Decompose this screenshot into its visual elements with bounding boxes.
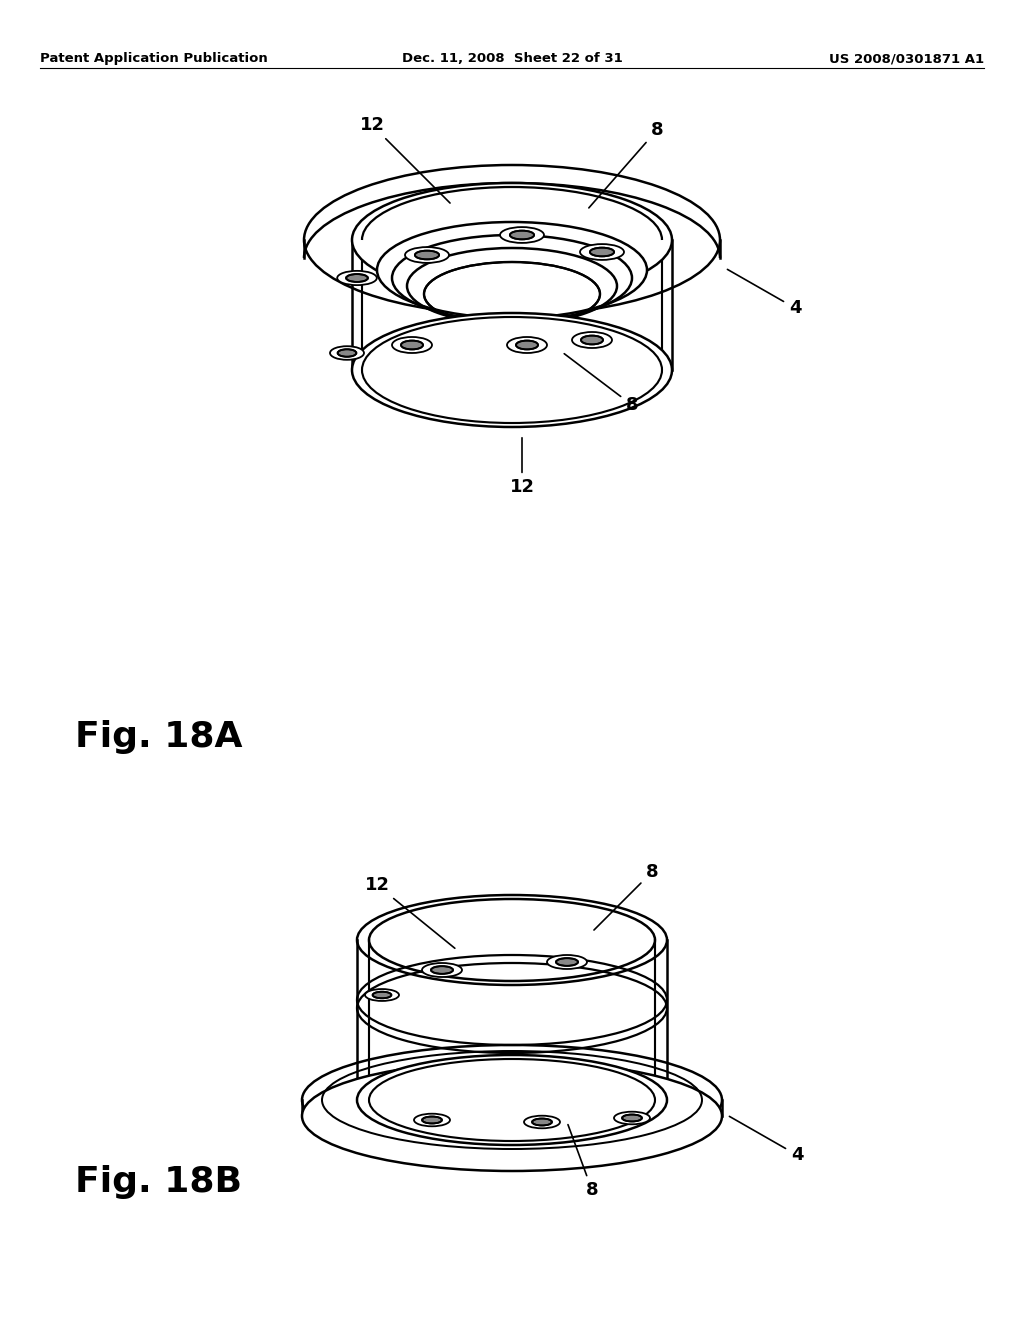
Ellipse shape [373, 991, 391, 998]
Ellipse shape [401, 341, 423, 350]
Ellipse shape [415, 251, 439, 259]
Ellipse shape [581, 335, 603, 345]
Ellipse shape [547, 954, 587, 969]
Text: 12: 12 [510, 438, 535, 496]
Ellipse shape [623, 1114, 642, 1122]
Text: 8: 8 [568, 1125, 598, 1199]
Text: Dec. 11, 2008  Sheet 22 of 31: Dec. 11, 2008 Sheet 22 of 31 [401, 51, 623, 65]
Ellipse shape [406, 247, 449, 263]
Text: 12: 12 [359, 116, 450, 203]
Text: US 2008/0301871 A1: US 2008/0301871 A1 [828, 51, 984, 65]
Ellipse shape [516, 341, 538, 350]
Ellipse shape [580, 244, 624, 260]
Text: Patent Application Publication: Patent Application Publication [40, 51, 267, 65]
Ellipse shape [500, 227, 544, 243]
Text: 8: 8 [594, 863, 658, 931]
Ellipse shape [414, 1114, 450, 1126]
Ellipse shape [422, 964, 462, 977]
Ellipse shape [510, 231, 535, 239]
Ellipse shape [614, 1111, 650, 1125]
Ellipse shape [422, 1117, 442, 1123]
Text: Fig. 18B: Fig. 18B [75, 1166, 242, 1199]
Ellipse shape [357, 1055, 667, 1144]
Text: 8: 8 [564, 354, 638, 414]
Ellipse shape [590, 248, 614, 256]
Ellipse shape [330, 346, 364, 360]
Text: 12: 12 [365, 876, 455, 948]
Text: 4: 4 [727, 269, 801, 317]
Ellipse shape [337, 271, 377, 285]
Ellipse shape [431, 966, 453, 974]
Ellipse shape [532, 1118, 552, 1126]
Text: 4: 4 [729, 1117, 803, 1164]
Ellipse shape [424, 261, 600, 326]
Ellipse shape [346, 275, 368, 282]
Ellipse shape [338, 350, 356, 356]
Text: Fig. 18A: Fig. 18A [75, 719, 243, 754]
Ellipse shape [524, 1115, 560, 1129]
Ellipse shape [352, 183, 672, 297]
Ellipse shape [507, 337, 547, 352]
Text: 8: 8 [589, 121, 664, 209]
Ellipse shape [392, 337, 432, 352]
Ellipse shape [352, 313, 672, 426]
Ellipse shape [365, 989, 399, 1001]
Ellipse shape [302, 1061, 722, 1171]
Ellipse shape [556, 958, 578, 966]
Ellipse shape [572, 333, 612, 348]
Ellipse shape [377, 222, 647, 318]
